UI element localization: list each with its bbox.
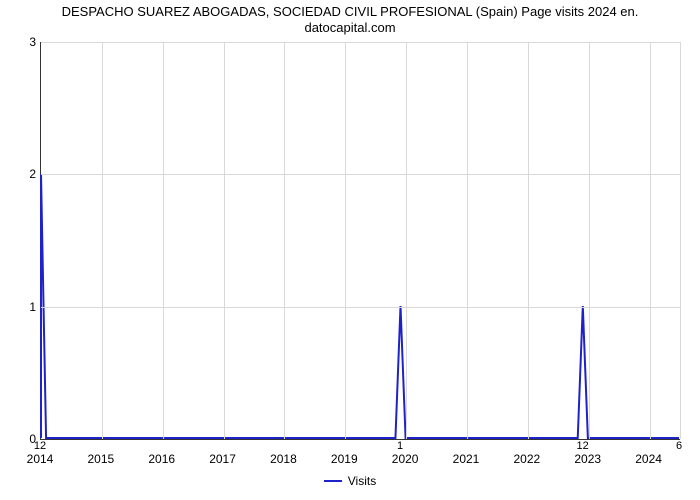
chart-title-line2: datocapital.com: [304, 20, 395, 35]
value-label: 1: [397, 440, 403, 452]
gridline-vertical: [224, 42, 225, 439]
gridline-vertical: [467, 42, 468, 439]
x-tick-label: 2023: [574, 452, 601, 466]
legend-swatch: [324, 480, 342, 482]
x-tick-label: 2016: [148, 452, 175, 466]
y-tick-label: 2: [22, 167, 36, 181]
y-tick-label: 3: [22, 35, 36, 49]
gridline-horizontal: [41, 307, 680, 308]
gridline-horizontal: [41, 174, 680, 175]
gridline-vertical: [406, 42, 407, 439]
x-tick-label: 2014: [27, 452, 54, 466]
plot-area: [40, 42, 680, 440]
gridline-vertical: [650, 42, 651, 439]
gridline-vertical: [284, 42, 285, 439]
x-tick-label: 2021: [453, 452, 480, 466]
x-tick-label: 2017: [209, 452, 236, 466]
x-tick-label: 2018: [270, 452, 297, 466]
chart-container: DESPACHO SUAREZ ABOGADAS, SOCIEDAD CIVIL…: [0, 0, 700, 500]
gridline-vertical: [528, 42, 529, 439]
gridline-vertical: [680, 42, 681, 439]
x-tick-label: 2015: [87, 452, 114, 466]
x-tick-label: 2024: [635, 452, 662, 466]
value-label: 6: [676, 440, 682, 452]
gridline-vertical: [345, 42, 346, 439]
gridline-vertical: [163, 42, 164, 439]
chart-title-line1: DESPACHO SUAREZ ABOGADAS, SOCIEDAD CIVIL…: [62, 4, 639, 19]
value-label: 12: [34, 440, 46, 452]
chart-title: DESPACHO SUAREZ ABOGADAS, SOCIEDAD CIVIL…: [0, 4, 700, 37]
gridline-horizontal: [41, 42, 680, 43]
value-label: 12: [577, 440, 589, 452]
gridline-vertical: [589, 42, 590, 439]
y-tick-label: 1: [22, 300, 36, 314]
x-tick-label: 2019: [331, 452, 358, 466]
x-tick-label: 2020: [392, 452, 419, 466]
legend: Visits: [0, 474, 700, 488]
legend-label: Visits: [348, 474, 376, 488]
x-tick-label: 2022: [514, 452, 541, 466]
gridline-vertical: [102, 42, 103, 439]
visits-line: [41, 42, 680, 439]
